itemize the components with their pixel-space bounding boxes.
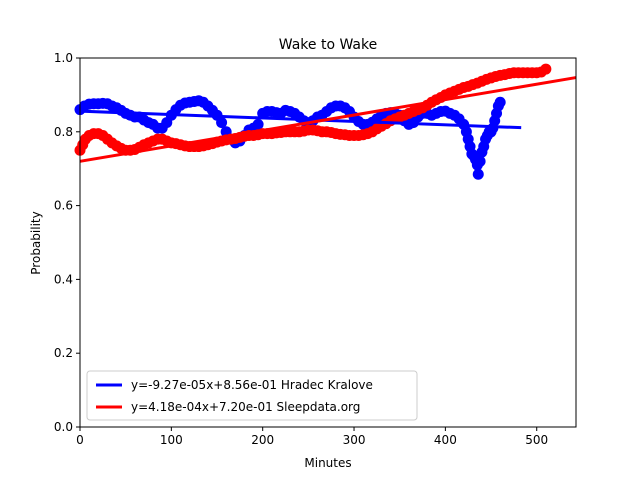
y-tick-label: 0.6	[54, 199, 73, 213]
y-tick-label: 0.8	[54, 125, 73, 139]
chart-title: Wake to Wake	[279, 37, 377, 53]
legend-frame	[86, 370, 418, 421]
data-point-hradec-kralove	[472, 168, 484, 180]
data-point-hradec-kralove	[252, 118, 264, 130]
x-tick-label: 200	[251, 433, 274, 447]
y-tick-label: 0.4	[54, 272, 73, 286]
y-tick-label: 1.0	[54, 51, 73, 65]
fit-line-sleepdata-org	[79, 76, 577, 163]
x-tick-label: 300	[343, 433, 366, 447]
axes-layer: 0 100 200 300 400 500 0.0 0.2 0.4 0.6 0.8 1.0	[54, 51, 577, 447]
x-axis-label: Minutes	[304, 456, 351, 470]
legend-label-sleepdata-org: y=4.18e-04x+7.20e-01 Sleepdata.org	[131, 400, 360, 414]
data-point-hradec-kralove	[216, 117, 228, 129]
y-axis-label: Probability	[29, 211, 43, 274]
data-point-hradec-kralove	[474, 155, 486, 167]
x-tick-label: 400	[434, 433, 457, 447]
x-tick-label: 0	[76, 433, 84, 447]
y-tick-label: 0.2	[54, 346, 73, 360]
y-tick-label: 0.0	[54, 420, 73, 434]
legend: y=-9.27e-05x+8.56e-01 Hradec Kralove y=4…	[86, 370, 418, 421]
data-layer	[74, 63, 577, 180]
fit-line-hradec-kralove	[79, 109, 522, 130]
x-tick-label: 500	[525, 433, 548, 447]
plot-frame	[79, 57, 577, 428]
legend-label-hradec-kralove: y=-9.27e-05x+8.56e-01 Hradec Kralove	[131, 378, 373, 392]
x-tick-label: 100	[160, 433, 183, 447]
data-point-sleepdata-org	[540, 63, 552, 75]
data-point-hradec-kralove	[494, 96, 506, 108]
